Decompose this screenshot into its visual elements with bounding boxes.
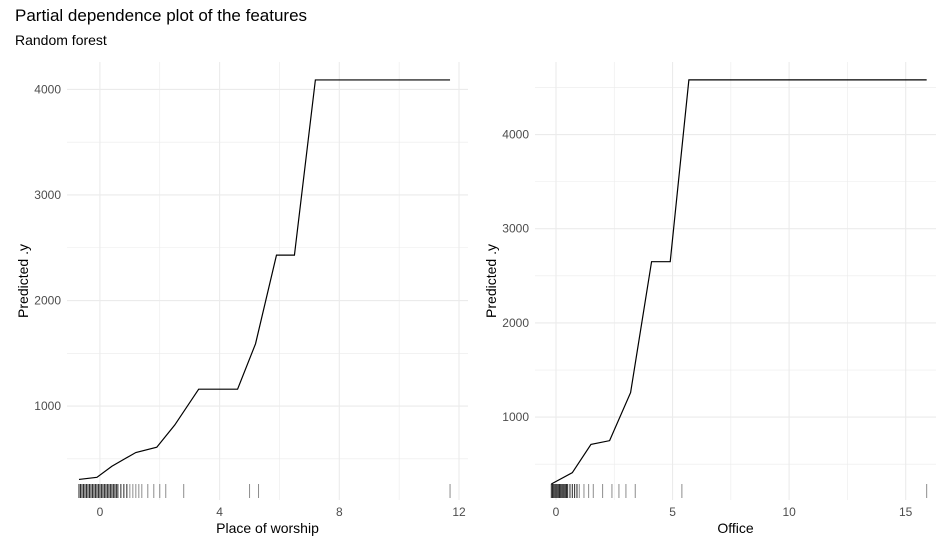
pdp-line bbox=[551, 79, 927, 485]
x-tick-label: 10 bbox=[782, 505, 796, 519]
x-tick-label: 8 bbox=[336, 505, 343, 519]
x-tick-label: 12 bbox=[452, 505, 466, 519]
x-tick-label: 0 bbox=[553, 505, 560, 519]
y-tick-label: 3000 bbox=[502, 222, 529, 236]
y-tick-label: 3000 bbox=[34, 188, 61, 202]
y-tick-label: 1000 bbox=[502, 410, 529, 424]
y-tick-label: 4000 bbox=[502, 128, 529, 142]
x-tick-label: 15 bbox=[899, 505, 913, 519]
x-tick-label: 0 bbox=[97, 505, 104, 519]
y-axis-label: Predicted .y bbox=[15, 244, 31, 318]
x-axis-label: Office bbox=[717, 520, 754, 536]
chart-subtitle: Random forest bbox=[15, 32, 107, 48]
y-axis-label: Predicted .y bbox=[483, 244, 499, 318]
pdp-line bbox=[78, 79, 451, 481]
y-tick-label: 2000 bbox=[34, 294, 61, 308]
y-tick-label: 1000 bbox=[34, 399, 61, 413]
y-tick-label: 4000 bbox=[34, 82, 61, 96]
y-tick-label: 2000 bbox=[502, 316, 529, 330]
x-tick-label: 5 bbox=[669, 505, 676, 519]
x-tick-label: 4 bbox=[216, 505, 223, 519]
chart-title: Partial dependence plot of the features bbox=[15, 6, 308, 25]
x-axis-label: Place of worship bbox=[216, 520, 319, 536]
